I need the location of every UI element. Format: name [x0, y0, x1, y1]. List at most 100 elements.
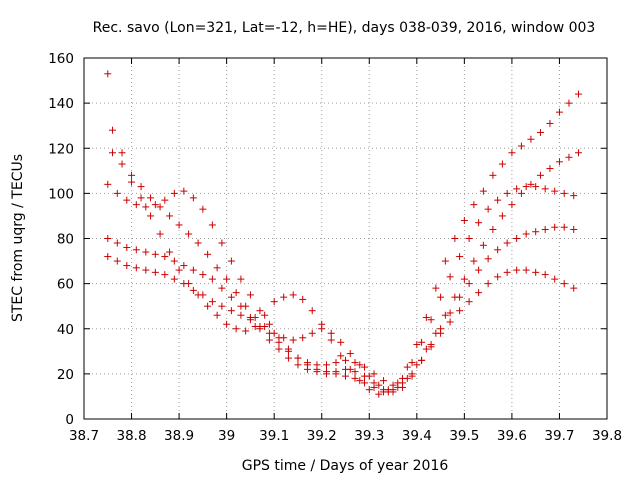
data-point	[522, 183, 530, 191]
y-tick-label: 160	[48, 51, 74, 67]
data-point	[199, 271, 207, 279]
data-point	[532, 183, 540, 191]
data-point	[460, 275, 468, 283]
data-point	[541, 185, 549, 193]
data-point	[470, 257, 478, 265]
data-point	[327, 329, 335, 337]
data-point	[123, 196, 131, 204]
data-point	[517, 142, 525, 150]
data-point	[156, 203, 164, 211]
data-point	[484, 205, 492, 213]
data-point	[546, 119, 554, 127]
x-tick-label: 39.8	[592, 428, 622, 444]
data-point	[574, 149, 582, 157]
data-point	[475, 219, 483, 227]
data-point	[265, 320, 273, 328]
data-point	[422, 313, 430, 321]
data-point	[213, 264, 221, 272]
data-point	[104, 235, 112, 242]
x-tick-label: 39.1	[259, 428, 289, 444]
data-point	[479, 241, 487, 249]
data-point	[227, 257, 235, 265]
data-point	[446, 309, 454, 317]
data-point	[489, 171, 497, 179]
data-point	[489, 225, 497, 233]
data-point	[313, 361, 321, 369]
data-point	[361, 379, 369, 387]
data-point	[337, 352, 345, 360]
data-point	[289, 336, 297, 344]
data-point	[522, 266, 530, 274]
data-point	[413, 341, 421, 349]
data-point	[551, 187, 559, 195]
data-point	[527, 180, 535, 188]
data-point	[113, 257, 121, 265]
data-point	[204, 302, 212, 310]
x-axis-ticks: 38.7 38.8 38.9 39 39.1 39.2 39.3 39.4 39.5 39.6 39…	[69, 58, 622, 444]
data-point	[546, 165, 554, 173]
data-point	[427, 316, 435, 324]
data-point	[223, 320, 231, 328]
data-point	[218, 239, 226, 247]
data-point	[189, 286, 197, 294]
data-point	[232, 325, 240, 333]
data-point	[275, 345, 283, 353]
data-point	[332, 368, 340, 376]
data-point	[189, 194, 197, 202]
data-point	[227, 307, 235, 315]
data-point	[261, 322, 269, 330]
data-point	[327, 336, 335, 344]
data-point	[513, 185, 521, 193]
data-point	[113, 189, 121, 197]
data-point	[574, 90, 582, 98]
data-point	[280, 334, 288, 342]
data-point	[399, 379, 407, 387]
data-point	[346, 350, 354, 358]
y-tick-label: 20	[57, 367, 74, 383]
data-point	[351, 359, 359, 367]
data-point	[284, 347, 292, 355]
data-point	[170, 257, 178, 265]
data-point	[213, 311, 221, 319]
data-point	[161, 196, 169, 204]
data-point	[161, 253, 169, 261]
data-point	[365, 386, 373, 394]
data-point	[517, 189, 525, 197]
data-point	[223, 275, 231, 283]
x-tick-label: 39.2	[307, 428, 337, 444]
x-tick-label: 39.5	[449, 428, 479, 444]
data-point	[389, 388, 397, 396]
x-tick-label: 39	[218, 428, 235, 444]
data-point	[465, 298, 473, 306]
data-point	[104, 253, 112, 261]
data-point	[565, 153, 573, 161]
data-point	[199, 291, 207, 299]
data-point	[265, 336, 273, 344]
chart-title: Rec. savo (Lon=321, Lat=-12, h=HE), days…	[93, 20, 596, 36]
data-point	[299, 334, 307, 342]
data-point	[403, 363, 411, 371]
data-point	[246, 291, 254, 299]
data-point	[151, 201, 159, 209]
data-point	[498, 160, 506, 168]
data-point	[418, 356, 426, 364]
data-point	[104, 180, 112, 188]
data-point	[142, 248, 150, 256]
data-point	[280, 293, 288, 301]
data-point	[180, 187, 188, 195]
data-point	[256, 307, 264, 315]
data-point	[508, 201, 516, 209]
y-tick-label: 40	[57, 322, 74, 338]
data-point	[342, 365, 349, 373]
data-point	[109, 126, 117, 134]
data-point	[313, 368, 321, 376]
data-point	[342, 356, 349, 364]
data-point	[437, 293, 445, 301]
data-point	[261, 311, 269, 319]
data-point	[270, 329, 278, 337]
data-point	[109, 149, 117, 157]
x-tick-label: 39.3	[354, 428, 384, 444]
data-point	[128, 178, 136, 186]
data-point	[242, 327, 250, 335]
data-point	[389, 381, 397, 389]
